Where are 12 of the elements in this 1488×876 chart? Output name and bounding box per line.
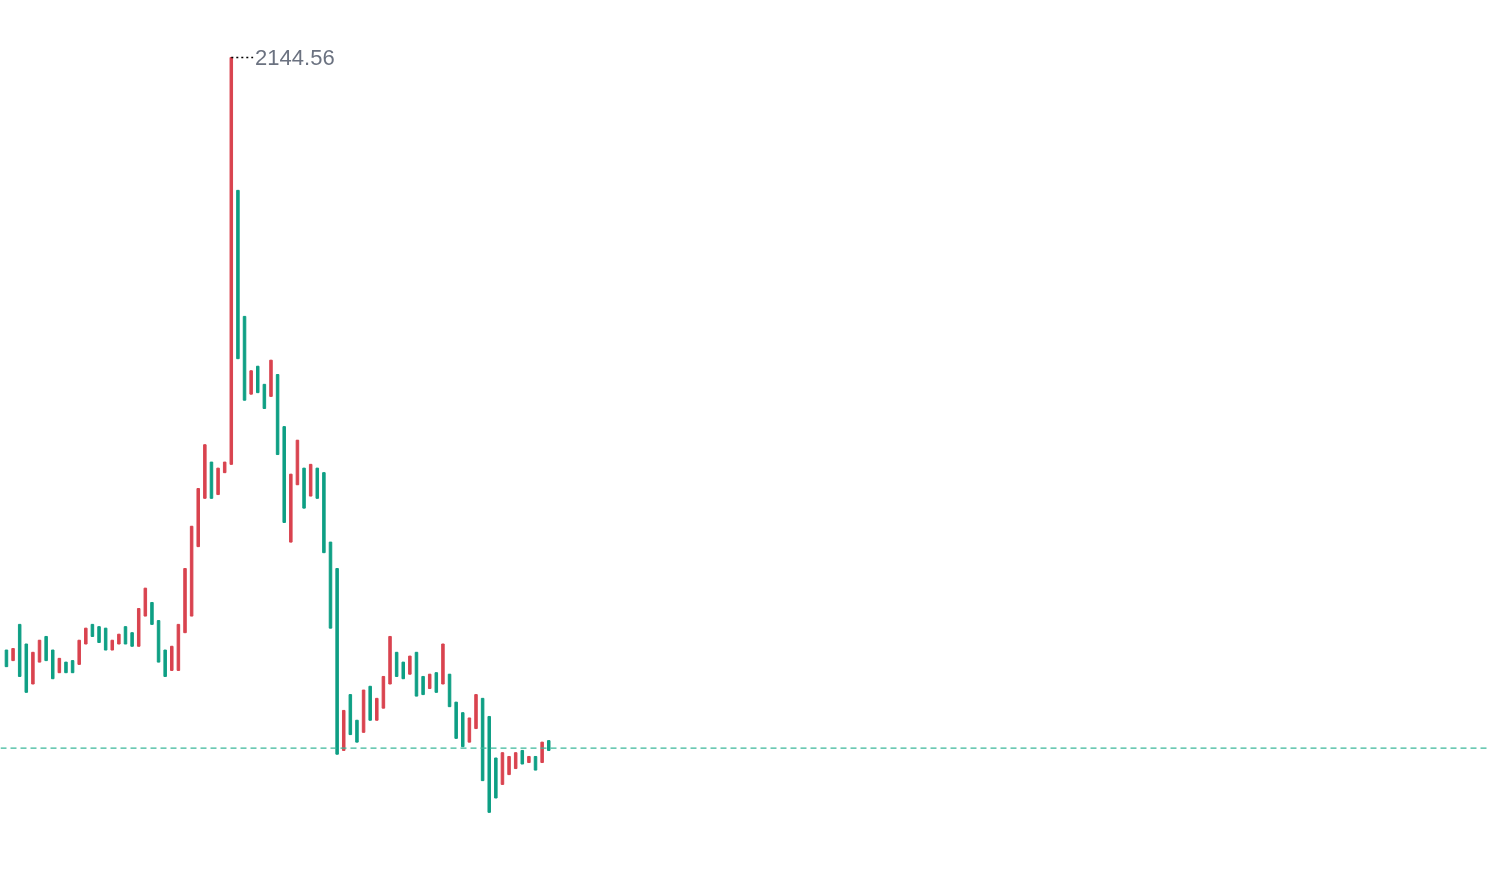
candlestick [434,672,439,693]
candlestick [540,741,544,764]
annotation: 2144.56 [255,44,335,70]
candlestick [103,627,108,651]
candlestick [375,697,379,721]
candlestick [421,675,425,696]
candlestick [249,370,253,395]
candlestick [150,601,154,625]
candlestick [355,719,359,743]
candlestick [408,655,412,675]
candlestick [37,639,42,663]
candlestick [507,755,511,776]
